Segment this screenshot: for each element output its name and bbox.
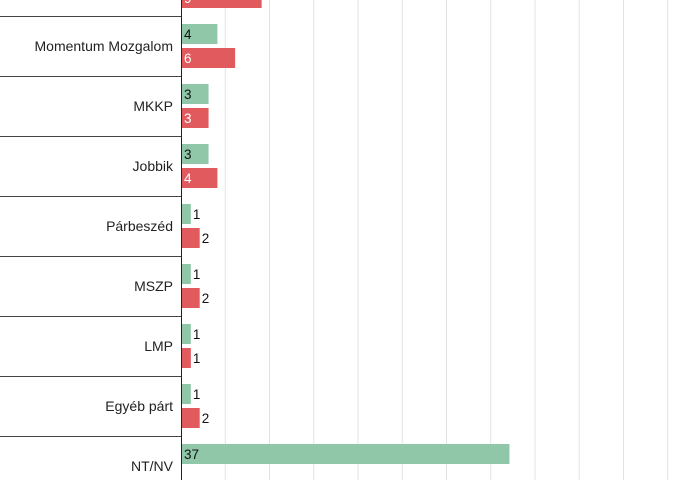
category-label: MSZP (134, 278, 173, 294)
data-label: 1 (193, 351, 201, 366)
data-label: 4 (184, 27, 192, 42)
bar-green (182, 24, 218, 44)
category-label: Párbeszéd (106, 218, 173, 234)
data-label: 3 (184, 147, 192, 162)
data-label: 1 (193, 267, 201, 282)
category-label: NT/NV (131, 458, 174, 474)
category-label: Momentum Mozgalom (35, 38, 174, 54)
category-label: Jobbik (133, 158, 174, 174)
data-label: 1 (193, 387, 201, 402)
category-label: LMP (144, 338, 173, 354)
data-label: 3 (184, 87, 192, 102)
category-label: Egyéb párt (105, 398, 173, 414)
data-label: 37 (184, 447, 199, 462)
data-label: 2 (202, 291, 210, 306)
bar-red (182, 168, 218, 188)
data-label: 1 (193, 207, 201, 222)
category-label: MKKP (133, 98, 173, 114)
bar-red (182, 288, 200, 308)
bar-green (182, 84, 209, 104)
bar-red (182, 48, 236, 68)
bar-red (182, 108, 209, 128)
data-label: 9 (184, 0, 192, 6)
data-label: 2 (202, 411, 210, 426)
bar-green (182, 264, 191, 284)
bar-green (182, 144, 209, 164)
bar-green (182, 444, 510, 464)
bar-red (182, 0, 262, 8)
bar-green (182, 324, 191, 344)
data-label: 4 (184, 171, 192, 186)
bar-red (182, 228, 200, 248)
bar-green (182, 384, 191, 404)
data-label: 2 (202, 231, 210, 246)
bar-red (182, 348, 191, 368)
data-label: 1 (193, 327, 201, 342)
bar-red (182, 408, 200, 428)
bar-green (182, 204, 191, 224)
data-label: 3 (184, 111, 192, 126)
data-label: 6 (184, 51, 192, 66)
